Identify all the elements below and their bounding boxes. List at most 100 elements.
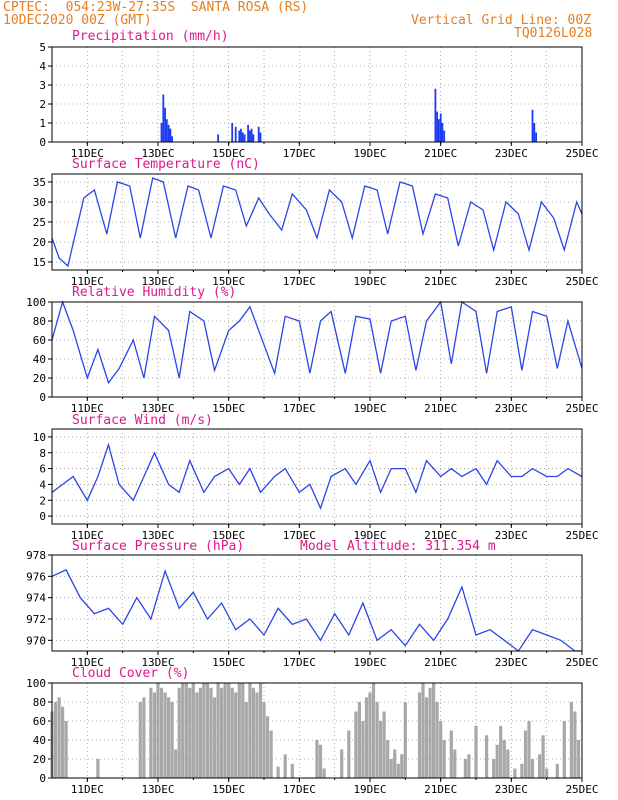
cloud-bar <box>463 759 467 778</box>
cloud-bar <box>513 768 517 778</box>
wind-frame <box>51 428 583 525</box>
wind-xtick-label: 21DEC <box>424 529 457 542</box>
cloud-bar <box>152 692 157 778</box>
cloud-title: Cloud Cover (%) <box>72 666 190 681</box>
humidity-line <box>51 299 583 385</box>
cloud-bar <box>237 683 241 778</box>
cloud-bar <box>265 716 270 779</box>
wind-ytick-label: 2 <box>39 494 46 507</box>
header-location: CPTEC: 054:23W-27:35S SANTA ROSA (RS) <box>3 0 309 15</box>
precip-bar <box>531 109 534 142</box>
precip-bar <box>240 128 242 142</box>
cloud-bar <box>403 702 407 778</box>
wind-line <box>51 442 583 510</box>
cloud-bar <box>290 763 294 779</box>
cloud-bar <box>386 740 390 778</box>
cloud-bar <box>57 697 61 779</box>
wind-ytick-label: 0 <box>39 510 46 523</box>
precip-ytick-label: 4 <box>39 60 46 73</box>
cloud-bar <box>230 687 234 779</box>
cloud-bar <box>276 766 280 778</box>
cloud-bar <box>248 683 252 778</box>
cloud-bar <box>340 749 344 778</box>
wind-title: Surface Wind (m/s) <box>72 413 213 428</box>
precip-ytick-label: 2 <box>39 98 46 111</box>
cloud-bar <box>435 702 439 778</box>
cloud-bar <box>364 697 369 779</box>
temp-ytick-label: 25 <box>33 216 46 229</box>
humidity-ytick-label: 60 <box>33 334 46 347</box>
humidity-title: Relative Humidity (%) <box>72 285 237 300</box>
precip-bar <box>249 130 251 142</box>
pressure-ytick-label: 978 <box>26 549 46 562</box>
precip-bar <box>160 123 163 142</box>
precip-bar <box>234 126 237 142</box>
cloud-bar <box>315 740 319 778</box>
cloud-bar <box>167 697 171 779</box>
temp-ytick-label: 20 <box>33 236 46 249</box>
cloud-ytick-label: 80 <box>33 696 46 709</box>
cloud-xtick-label: 23DEC <box>495 783 528 796</box>
cloud-bar <box>322 768 326 778</box>
cloud-bar <box>181 683 185 778</box>
precip-bar <box>164 107 166 142</box>
cloud-xtick-label: 25DEC <box>565 783 598 796</box>
cloud-bar <box>538 754 542 779</box>
humidity-xtick-label: 21DEC <box>424 402 457 415</box>
cloud-bar <box>244 702 248 778</box>
pressure-frame <box>51 554 583 652</box>
precip-xtick-label: 21DEC <box>424 147 457 160</box>
humidity-xtick-label: 23DEC <box>495 402 528 415</box>
pressure-xtick-label: 15DEC <box>212 656 245 669</box>
precip-bar <box>441 123 444 142</box>
cloud-bar <box>212 697 217 779</box>
temp-title: Surface Temperature (nC) <box>72 157 260 172</box>
cloud-bar <box>156 683 160 778</box>
cloud-bar <box>64 721 68 778</box>
humidity-xtick-label: 11DEC <box>71 402 104 415</box>
cloud-bar <box>474 725 478 779</box>
precip-xtick-label: 17DEC <box>283 147 316 160</box>
cloud-bar <box>227 683 231 778</box>
precip-bar <box>252 134 255 142</box>
cloud-bar <box>209 687 213 779</box>
cloud-bar <box>562 721 566 778</box>
cloud-bar <box>428 687 432 779</box>
cloud-bar <box>432 683 436 778</box>
cloud-bar <box>361 721 365 778</box>
cloud-xtick-label: 19DEC <box>353 783 386 796</box>
cloud-bar <box>371 683 376 778</box>
header-model-id: TQ0126L028 <box>514 26 593 41</box>
cloud-bar <box>485 735 489 779</box>
cloud-bar <box>188 687 192 779</box>
cloud-bar <box>389 759 393 778</box>
precip-bar <box>217 134 219 142</box>
cloud-bar <box>159 687 164 779</box>
pressure-xtick-label: 21DEC <box>424 656 457 669</box>
cloud-bar <box>283 754 287 779</box>
cloud-bar <box>357 702 361 778</box>
precip-bar <box>165 119 168 142</box>
pressure-title: Surface Pressure (hPa) <box>72 539 245 554</box>
humidity-xtick-label: 19DEC <box>353 402 386 415</box>
humidity-ytick-label: 0 <box>39 391 46 404</box>
cloud-bar <box>499 725 503 779</box>
cloud-bar <box>449 730 453 778</box>
precip-xtick-label: 25DEC <box>565 147 598 160</box>
pressure-ytick-label: 970 <box>26 634 46 647</box>
temp-xtick-label: 17DEC <box>283 275 316 288</box>
precip-bar <box>438 119 440 142</box>
cloud-xtick-label: 15DEC <box>212 783 245 796</box>
cloud-xtick-label: 11DEC <box>71 783 104 796</box>
cloud-bar <box>375 702 379 778</box>
cloud-bar <box>368 692 372 778</box>
cloud-bar <box>96 759 100 778</box>
humidity-xtick-label: 25DEC <box>565 402 598 415</box>
cloud-bar <box>258 683 263 778</box>
pressure-ytick-label: 976 <box>26 570 46 583</box>
precip-bar <box>434 88 437 142</box>
cloud-bar <box>506 749 510 778</box>
pressure-xtick-label: 23DEC <box>495 656 528 669</box>
humidity-xtick-label: 15DEC <box>212 402 245 415</box>
cloud-bar <box>347 730 351 778</box>
